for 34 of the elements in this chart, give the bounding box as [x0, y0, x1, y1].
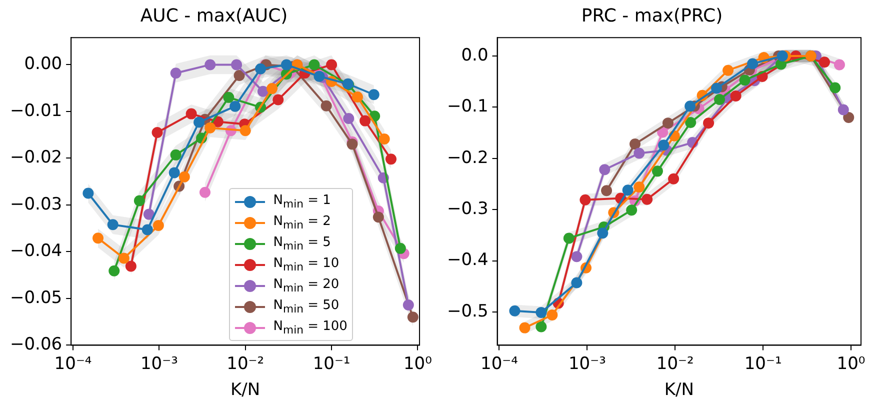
- x-tick-label: 10⁻¹: [744, 354, 782, 374]
- y-tick-label: −0.1: [447, 96, 488, 117]
- y-tick-label: −0.02: [10, 148, 62, 168]
- chart-title: PRC - max(PRC): [581, 5, 723, 26]
- legend-label: N$_{min}$ = 2: [273, 214, 331, 232]
- x-tick-label: 10⁻²: [226, 354, 264, 374]
- x-tick-label: 10⁰: [403, 354, 432, 374]
- y-tick-label: −0.2: [447, 148, 488, 168]
- legend-label: N$_{min}$ = 50: [273, 298, 340, 316]
- x-tick-label: 10⁻³: [140, 354, 178, 374]
- x-tick-label: 10⁻⁴: [54, 354, 92, 374]
- legend-label: N$_{min}$ = 5: [273, 234, 331, 252]
- x-tick-label: 10⁰: [836, 354, 866, 374]
- x-tick-label: 10⁻¹: [312, 354, 350, 374]
- y-tick-label: −0.05: [10, 288, 62, 308]
- y-tick-label: −0.03: [10, 194, 62, 214]
- x-tick-label: 10⁻⁴: [480, 354, 518, 374]
- legend-label: N$_{min}$ = 10: [273, 256, 340, 274]
- x-axis-title: K/N: [230, 380, 260, 400]
- x-tick-label: 10⁻²: [656, 354, 694, 374]
- y-tick-label: 0.00: [24, 54, 62, 74]
- y-tick-label: −0.04: [10, 241, 62, 262]
- legend-label: N$_{min}$ = 100: [273, 318, 348, 336]
- y-tick-label: −0.5: [447, 301, 488, 322]
- chart-title: AUC - max(AUC): [140, 5, 288, 26]
- legend-label: N$_{min}$ = 1: [273, 192, 331, 210]
- y-tick-label: 0.0: [461, 45, 488, 66]
- legend-label: N$_{min}$ = 20: [273, 276, 340, 294]
- x-tick-label: 10⁻³: [568, 354, 606, 374]
- x-axis-title: K/N: [664, 380, 694, 400]
- y-tick-label: −0.4: [447, 250, 488, 270]
- y-tick-label: −0.06: [10, 334, 62, 355]
- y-tick-label: −0.01: [10, 100, 62, 121]
- y-tick-label: −0.3: [447, 198, 488, 219]
